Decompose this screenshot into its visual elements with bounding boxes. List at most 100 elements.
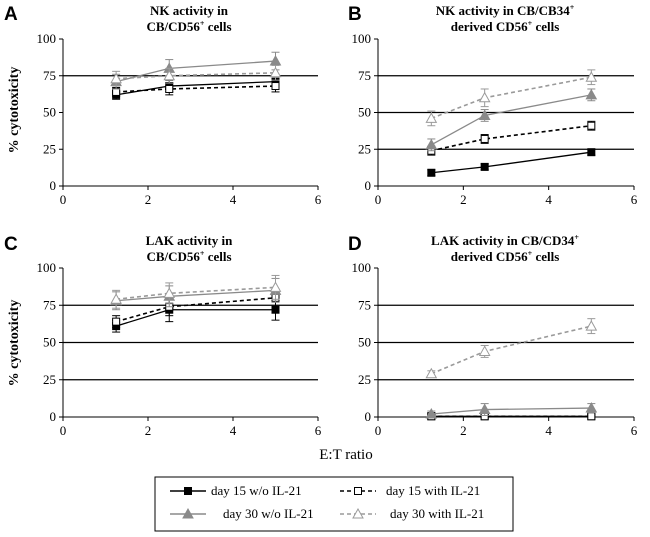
panel-d-point-d30_with-2 — [585, 320, 598, 331]
panel-b-y-tick-label-100: 100 — [352, 31, 372, 46]
panel-b-point-d15_with-1 — [480, 134, 489, 143]
panel-c-y-tick-label-25: 25 — [43, 372, 56, 387]
panel-d-series-d30_wo — [425, 402, 598, 419]
panel-b-point-d30_wo-1 — [478, 109, 491, 120]
panel-d-x-tick-label-6: 6 — [631, 423, 638, 438]
panel-b-point-d30_wo-0 — [425, 138, 438, 150]
panel-letter-a: A — [4, 4, 18, 25]
panel-b-line-d15_with — [431, 124, 592, 152]
panel-b-title-line-1: NK activity in CB/CB34+​ — [436, 3, 575, 18]
panel-c-y-axis-label: % cytotoxicity — [7, 300, 22, 387]
panel-a-point-d30_with-0 — [110, 72, 122, 84]
panel-c-title-line-1: LAK activity in — [146, 233, 233, 248]
legend-box — [154, 476, 514, 532]
panel-b-point-d30_with-0 — [425, 112, 438, 123]
legend-entry-d15-with: day 15 with IL-21 — [340, 483, 480, 498]
panel-d-y-tick-label-75: 75 — [358, 297, 371, 312]
panel-b-series-d30_with — [425, 69, 598, 127]
panel-a-series-d30_wo — [110, 51, 282, 90]
panel-b-line-d15_wo — [431, 151, 592, 174]
legend-label-d30-wo: day 30 w/o IL-21 — [223, 506, 314, 521]
panel-d-point-d30_wo-2 — [585, 402, 598, 413]
panel-a-line-d15_with — [116, 85, 276, 93]
panel-b-point-d30_wo-2 — [585, 88, 598, 100]
panel-d-plot: 0 25 50 75 100 0 2 4 6 — [352, 260, 638, 438]
panel-c-point-d15_with-0 — [112, 317, 121, 326]
panel-d-x-tick-label-2: 2 — [460, 423, 467, 438]
panel-a-y-axis-label: % cytotoxicity — [7, 67, 22, 154]
panel-b-x-tick-label-0: 0 — [375, 192, 382, 207]
panel-b-point-d30_with-2 — [585, 71, 598, 82]
panel-a-y-tick-label-100: 100 — [37, 31, 57, 46]
panel-d-point-d15_with-2 — [587, 412, 596, 421]
panel-a-x-tick-label-2: 2 — [145, 192, 152, 207]
legend-label-d30-with: day 30 with IL-21 — [390, 506, 484, 521]
panel-c-series-d30_with — [110, 274, 282, 309]
panel-b-title-line-2: derived CD56+​ cells — [451, 19, 560, 34]
legend-marker-d30_wo — [182, 507, 194, 519]
panel-c-y-tick-label-75: 75 — [43, 297, 56, 312]
panel-a-y-tick-label-25: 25 — [43, 141, 56, 156]
panel-c-title-line-2: CB/CD56+​ cells — [146, 249, 231, 264]
legend-sample-d30_wo — [170, 507, 206, 519]
panel-b: B NK activity in CB/CB34+​ derived CD56+… — [348, 3, 638, 207]
shared-x-axis-label: E:T ratio — [319, 447, 372, 463]
panel-d-y-tick-label-0: 0 — [365, 409, 372, 424]
legend-entry-d30-with: day 30 with IL-21 — [340, 506, 484, 521]
panel-a-x-tick-label-4: 4 — [230, 192, 237, 207]
panel-a-point-d30_with-2 — [269, 66, 282, 78]
panel-d-y-tick-label-25: 25 — [358, 372, 371, 387]
panel-b-series-d30_wo — [425, 88, 598, 152]
legend-sample-d30_with — [340, 507, 376, 519]
legend-marker-d15_with — [354, 487, 362, 495]
panel-c-plot: 0 25 50 75 100 0 2 4 6 — [37, 260, 322, 438]
panel-c-point-d30_with-2 — [269, 281, 282, 292]
panel-d-line-d30_wo — [431, 407, 592, 415]
panel-a-x-tick-label-0: 0 — [60, 192, 67, 207]
panel-c-point-d15_wo-2 — [271, 305, 280, 314]
panel-c-line-d15_with — [115, 297, 276, 323]
panel-d-line-d30_with — [431, 325, 592, 375]
legend-sample-d15_wo — [170, 487, 206, 495]
panel-a-y-tick-label-50: 50 — [43, 105, 56, 120]
panel-b-point-d15_with-2 — [587, 121, 596, 130]
panel-d-point-d30_with-0 — [425, 367, 438, 379]
panel-letter-c: C — [4, 234, 18, 255]
panel-a-x-tick-label-6: 6 — [315, 192, 322, 207]
legend-sample-d15_with — [340, 487, 376, 495]
panel-c-x-tick-label-6: 6 — [315, 423, 322, 438]
panel-b-point-d15_wo-0 — [427, 168, 436, 177]
panel-b-series-d15_with — [427, 120, 596, 156]
panel-a-y-tick-label-75: 75 — [43, 68, 56, 83]
panel-a-line-d30_with — [116, 72, 276, 80]
panel-c-x-tick-label-2: 2 — [145, 423, 152, 438]
panel-c-y-tick-label-50: 50 — [43, 335, 56, 350]
panel-b-x-tick-label-6: 6 — [631, 192, 638, 207]
panel-a-point-d15_with-2 — [271, 82, 280, 91]
panel-a-point-d30_with-1 — [163, 69, 176, 81]
panel-a-line-d30_wo — [115, 60, 276, 83]
legend-marker-d30_with — [352, 507, 364, 519]
panel-a-title-line-2: CB/CD56+​ cells — [146, 19, 231, 34]
panel-b-point-d15_wo-1 — [480, 162, 489, 171]
panel-a-series-d30_with — [110, 64, 282, 87]
panel-b-point-d15_wo-2 — [587, 148, 596, 157]
panel-d-y-tick-label-100: 100 — [352, 260, 372, 275]
panel-c-line-d15_wo — [115, 309, 276, 327]
panel-a: A NK activity in CB/CD56+​ cells 0 25 50 75… — [4, 3, 322, 207]
panel-c-x-tick-label-0: 0 — [60, 423, 67, 438]
panel-b-y-tick-label-75: 75 — [358, 68, 371, 83]
panel-d-point-d30_with-1 — [478, 345, 491, 356]
legend-marker-d15_wo — [184, 487, 192, 495]
panel-b-x-tick-label-4: 4 — [545, 192, 552, 207]
panel-b-x-tick-label-2: 2 — [460, 192, 467, 207]
panel-d-x-tick-label-0: 0 — [375, 423, 382, 438]
panel-d-x-tick-label-4: 4 — [545, 423, 552, 438]
panel-d-point-d30_wo-1 — [478, 403, 491, 415]
panel-c-y-tick-label-0: 0 — [50, 409, 57, 424]
panel-c-x-tick-label-4: 4 — [230, 423, 237, 438]
panel-c-point-d30_with-1 — [163, 287, 176, 298]
panel-d-y-tick-label-50: 50 — [358, 335, 371, 350]
panel-c: C LAK activity in CB/CD56+​ cells 0 25 50 7… — [4, 233, 322, 438]
